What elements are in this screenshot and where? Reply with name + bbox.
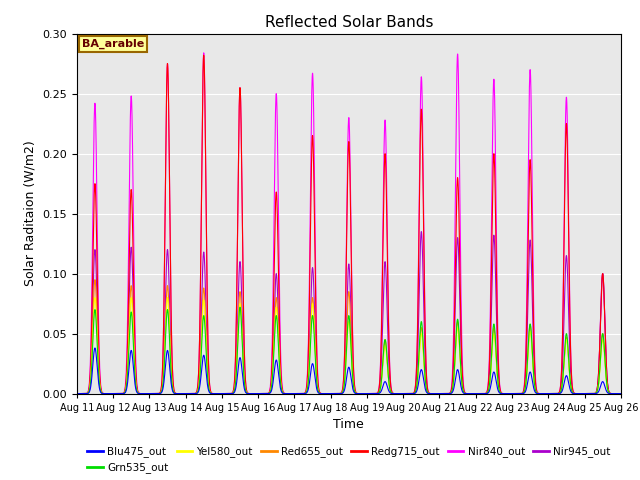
Line: Nir945_out: Nir945_out — [77, 232, 621, 394]
Yel580_out — [424, 390, 431, 396]
Legend: Blu475_out, Grn535_out, Yel580_out, Red655_out, Redg715_out, Nir840_out, Nir945_: Blu475_out, Grn535_out, Yel580_out, Red6… — [83, 442, 614, 478]
Redg715_out — [276, 360, 284, 366]
Nir840_out — [501, 391, 509, 396]
Nir945_out — [184, 391, 191, 396]
Redg715_out — [501, 391, 509, 396]
Yel580_out — [276, 378, 284, 384]
Line: Grn535_out: Grn535_out — [77, 307, 621, 394]
Nir840_out — [189, 391, 197, 396]
Grn535_out — [189, 391, 197, 396]
Nir945_out — [189, 391, 197, 396]
Blu475_out — [184, 391, 191, 396]
Line: Redg715_out: Redg715_out — [77, 55, 621, 394]
Redg715_out — [615, 391, 623, 396]
Nir945_out — [615, 391, 623, 396]
Redg715_out — [424, 387, 431, 393]
Y-axis label: Solar Raditaion (W/m2): Solar Raditaion (W/m2) — [24, 141, 36, 287]
Nir945_out — [617, 391, 625, 396]
Text: BA_arable: BA_arable — [82, 39, 145, 49]
Grn535_out — [424, 390, 431, 396]
Red655_out — [615, 391, 623, 396]
X-axis label: Time: Time — [333, 418, 364, 431]
Blu475_out — [276, 385, 284, 391]
Nir945_out — [424, 389, 431, 395]
Grn535_out — [617, 391, 625, 396]
Blu475_out — [91, 345, 99, 351]
Grn535_out — [236, 304, 244, 310]
Redg715_out — [184, 391, 191, 396]
Nir840_out — [73, 391, 81, 396]
Blu475_out — [189, 391, 197, 396]
Line: Red655_out: Red655_out — [77, 280, 621, 394]
Line: Blu475_out: Blu475_out — [77, 348, 621, 394]
Nir840_out — [200, 50, 207, 56]
Grn535_out — [276, 379, 284, 385]
Grn535_out — [73, 391, 81, 396]
Nir945_out — [417, 229, 425, 235]
Grn535_out — [184, 391, 191, 396]
Blu475_out — [501, 391, 509, 396]
Grn535_out — [615, 391, 623, 396]
Red655_out — [424, 390, 431, 396]
Red655_out — [617, 391, 625, 396]
Nir945_out — [276, 372, 284, 377]
Red655_out — [73, 391, 81, 396]
Blu475_out — [73, 391, 81, 396]
Line: Yel580_out: Yel580_out — [77, 298, 621, 394]
Nir840_out — [276, 346, 284, 351]
Red655_out — [189, 391, 197, 396]
Yel580_out — [184, 391, 191, 396]
Red655_out — [276, 376, 284, 382]
Yel580_out — [501, 391, 509, 396]
Yel580_out — [189, 391, 197, 396]
Title: Reflected Solar Bands: Reflected Solar Bands — [264, 15, 433, 30]
Redg715_out — [617, 391, 625, 396]
Nir840_out — [424, 387, 431, 393]
Nir945_out — [73, 391, 81, 396]
Red655_out — [91, 277, 99, 283]
Red655_out — [184, 391, 191, 396]
Yel580_out — [73, 391, 81, 396]
Redg715_out — [73, 391, 81, 396]
Nir840_out — [615, 391, 623, 396]
Grn535_out — [501, 391, 509, 396]
Red655_out — [501, 391, 509, 396]
Nir840_out — [617, 391, 625, 396]
Blu475_out — [615, 391, 623, 396]
Line: Nir840_out: Nir840_out — [77, 53, 621, 394]
Blu475_out — [617, 391, 625, 396]
Yel580_out — [615, 391, 623, 396]
Redg715_out — [189, 391, 197, 396]
Yel580_out — [91, 295, 99, 300]
Nir945_out — [501, 391, 509, 396]
Yel580_out — [617, 391, 625, 396]
Redg715_out — [200, 52, 207, 58]
Nir840_out — [184, 391, 191, 396]
Blu475_out — [424, 390, 431, 396]
